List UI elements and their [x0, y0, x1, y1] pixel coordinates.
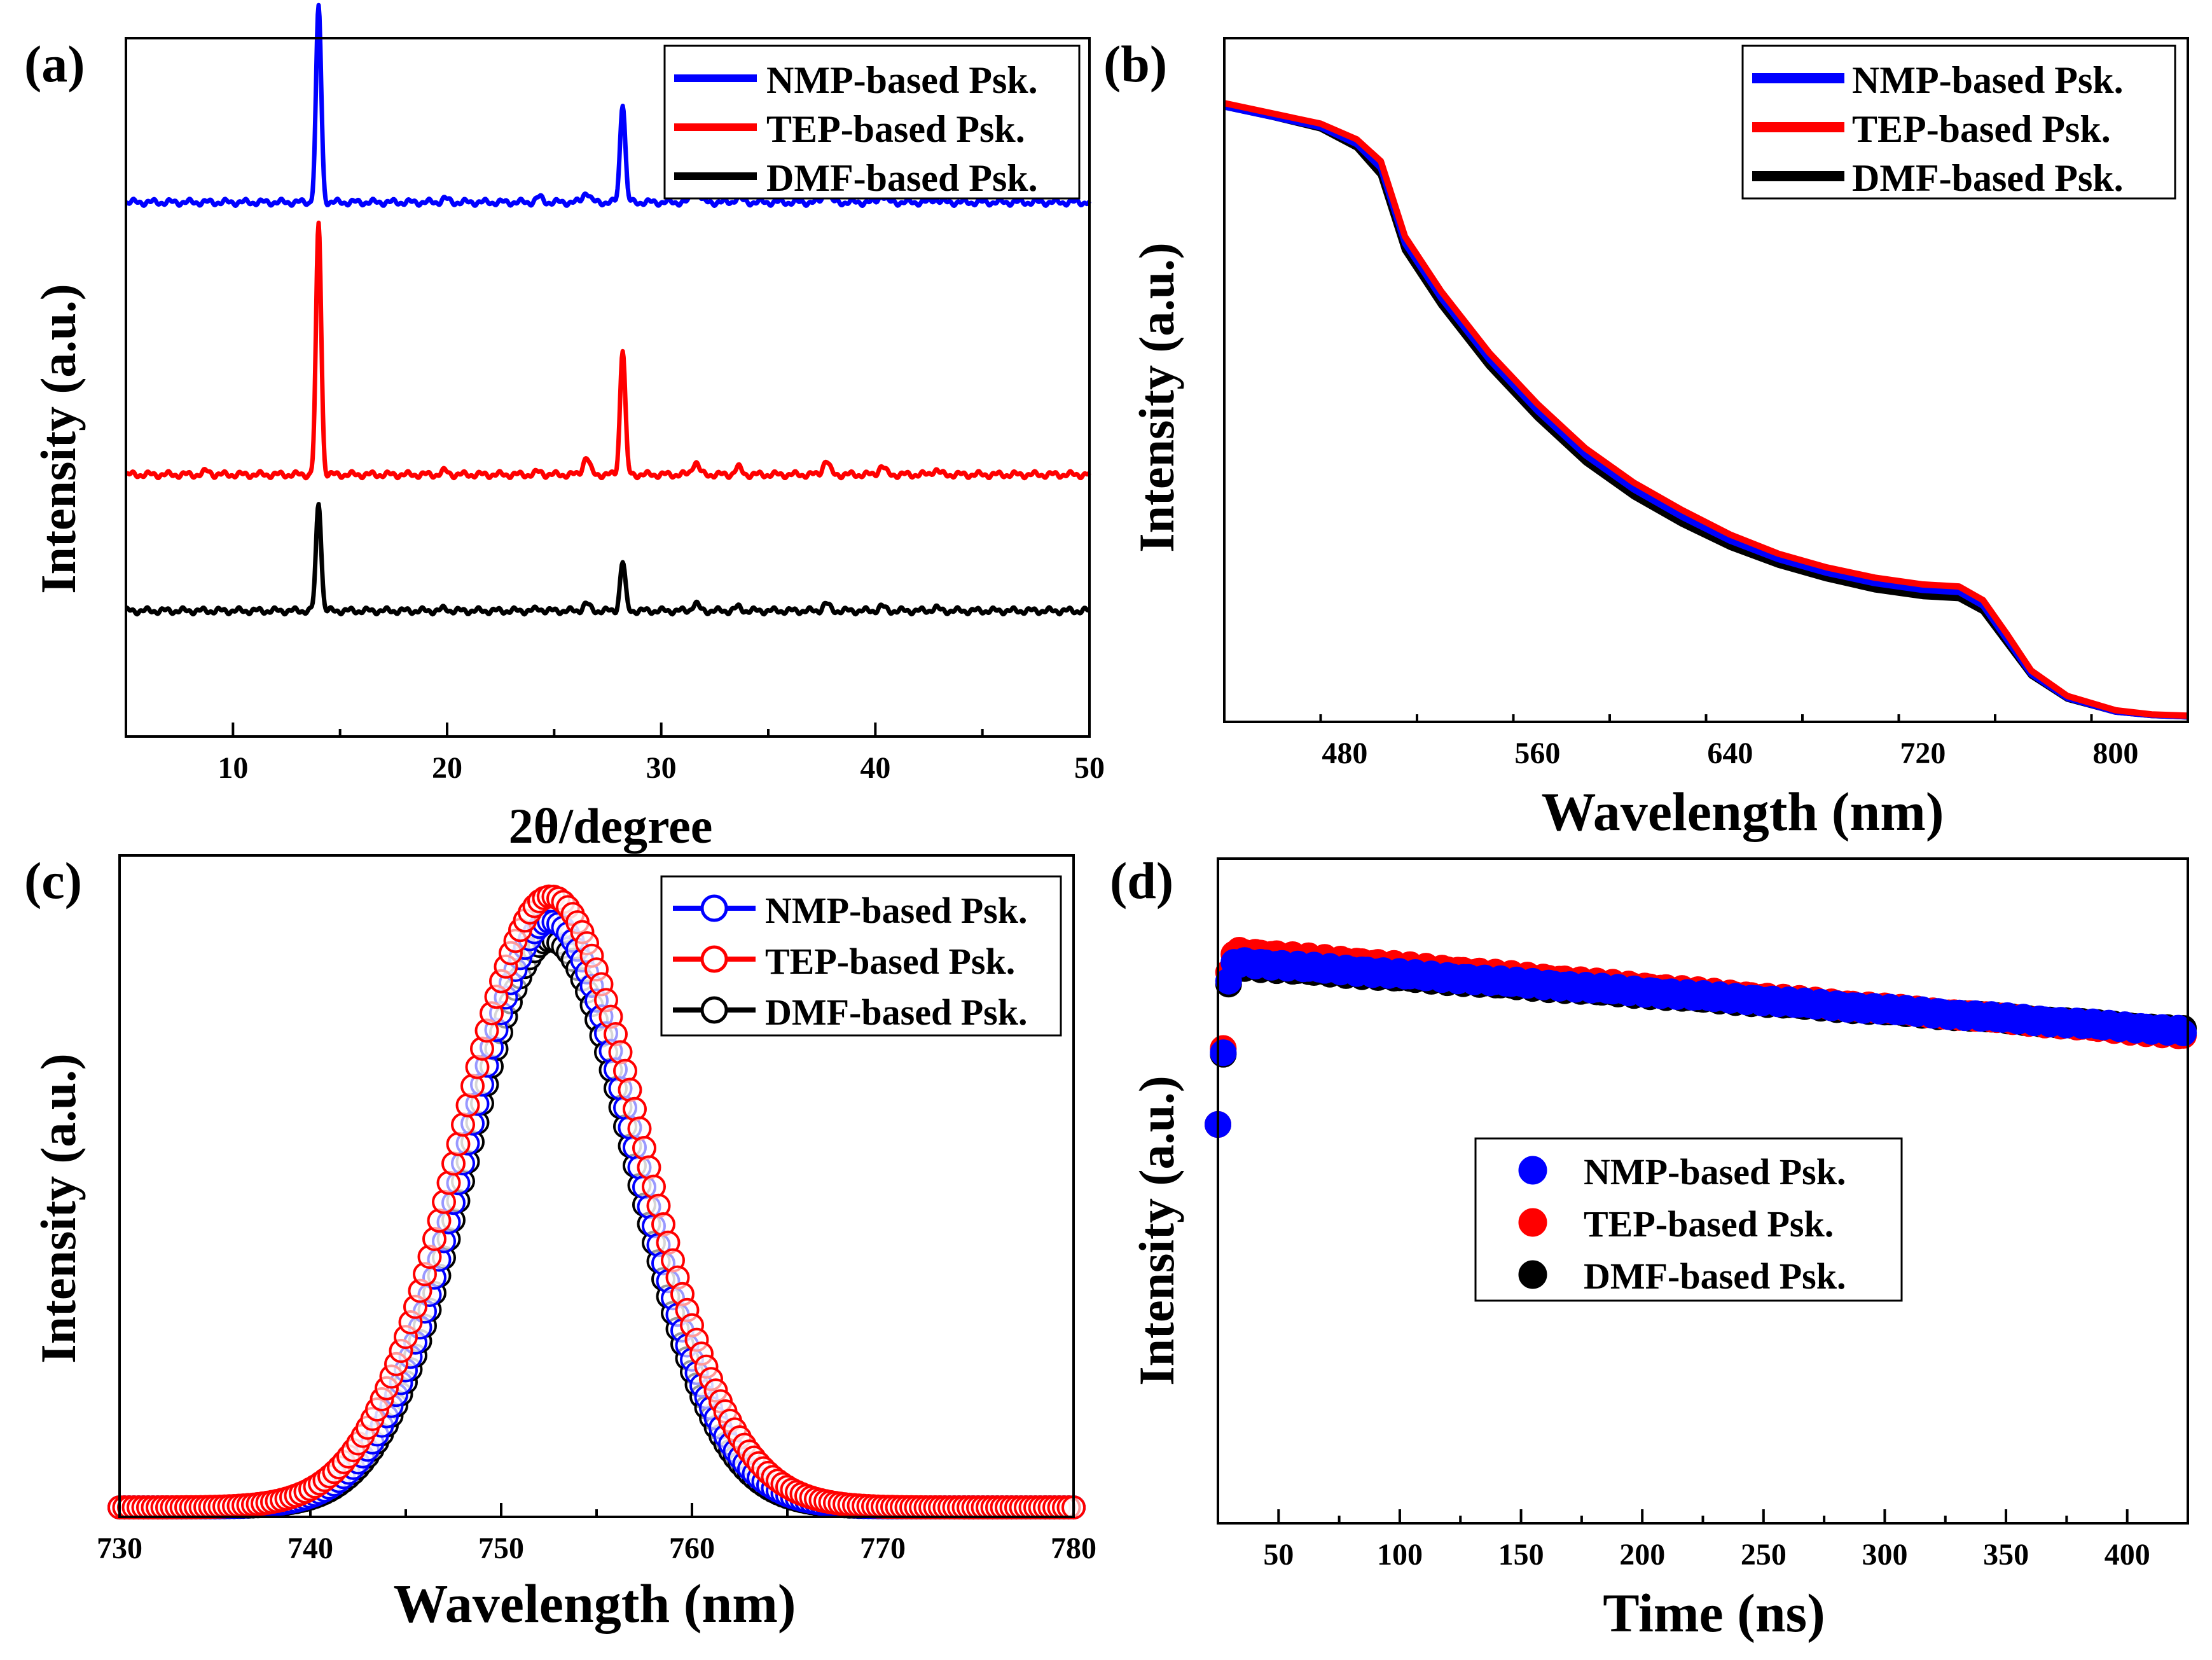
panel-c-xlabel: Wavelength (nm)	[393, 1573, 796, 1634]
panel-c-point	[623, 1096, 647, 1121]
panel-a-xtick-label: 30	[646, 751, 677, 785]
panel-d-legend-swatch-nmp	[1518, 1156, 1547, 1185]
panel-b-xtick-label: 800	[2092, 737, 2138, 770]
panel-b-ylabel: Intensity (a.u.)	[1129, 242, 1184, 553]
panel-a: (a) Intensity (a.u.) 2θ/degree 10 20 30 40 5…	[24, 3, 1105, 854]
panel-c-point	[446, 1131, 471, 1156]
panel-b-plot: 480 560 640 720 800	[1223, 100, 2189, 770]
panel-a-plot: 10 20 30 40 50	[124, 3, 1105, 785]
panel-b-legend-label-dmf: DMF-based Psk.	[1852, 157, 2124, 199]
panel-c-xtick-label: 770	[860, 1532, 906, 1565]
panel-d-xtick-label: 100	[1377, 1538, 1423, 1572]
panel-b-xtick-label: 480	[1322, 737, 1367, 770]
panel-b-legend: NMP-based Psk. TEP-based Psk. DMF-based …	[1741, 45, 2176, 200]
panel-d-ylabel: Intensity (a.u.)	[1129, 1076, 1184, 1386]
panel-c-label: (c)	[24, 852, 82, 910]
panel-b-series-tep	[1223, 100, 2188, 719]
panel-d-xtick-label: 400	[2105, 1538, 2150, 1572]
panel-a-series-dmf	[124, 502, 1091, 617]
panel-b-xtick-label: 560	[1514, 737, 1560, 770]
panel-c-xtick-label: 740	[287, 1532, 333, 1565]
panel-d-point	[1210, 1039, 1237, 1067]
panel-a-xtick-label: 40	[860, 751, 890, 785]
panel-d-xtick-label: 150	[1498, 1538, 1544, 1572]
panel-b-frame	[1223, 37, 2189, 723]
panel-d: (d) Intensity (a.u.) Time (ns) 50 100 150 2…	[1110, 852, 2197, 1643]
panel-a-series-tep	[124, 220, 1091, 481]
panel-a-legend: NMP-based Psk. TEP-based Psk. DMF-based …	[663, 45, 1081, 200]
panel-b-xtick-label: 720	[1900, 737, 1946, 770]
panel-a-xlabel: 2θ/degree	[509, 798, 713, 854]
panel-c: (c) Intensity (a.u.) Wavelength (nm) 730…	[24, 852, 1096, 1634]
panel-d-xtick-label: 350	[1983, 1538, 2029, 1572]
panel-c-xtick-label: 750	[478, 1532, 524, 1565]
panel-c-legend-label-tep: TEP-based Psk.	[765, 941, 1015, 982]
panel-c-legend: NMP-based Psk. TEP-based Psk. DMF-based …	[660, 875, 1062, 1037]
panel-b-legend-label-tep: TEP-based Psk.	[1852, 108, 2111, 150]
panel-b-label: (b)	[1103, 35, 1167, 93]
panel-a-legend-label-tep: TEP-based Psk.	[766, 108, 1025, 150]
panel-c-legend-label-dmf: DMF-based Psk.	[765, 992, 1027, 1033]
panel-d-legend-label-tep: TEP-based Psk.	[1584, 1203, 1834, 1245]
panel-d-legend-label-dmf: DMF-based Psk.	[1584, 1255, 1846, 1297]
panel-d-label: (d)	[1110, 852, 1173, 910]
panel-d-series-nmp	[1205, 947, 2197, 1138]
panel-b-xtick-label: 640	[1707, 737, 1753, 770]
panel-c-point	[632, 1136, 656, 1160]
panel-d-xtick-label: 200	[1619, 1538, 1665, 1572]
panel-c-legend-swatch-tep	[700, 945, 728, 973]
panel-c-xtick-label: 730	[97, 1532, 142, 1565]
panel-b-xlabel: Wavelength (nm)	[1541, 781, 1944, 842]
panel-c-point	[627, 1116, 652, 1141]
panel-c-ylabel: Intensity (a.u.)	[31, 1053, 86, 1364]
panel-d-xtick-label: 50	[1263, 1538, 1294, 1572]
panel-a-xtick-label: 50	[1074, 751, 1105, 785]
panel-d-point	[2170, 1020, 2197, 1046]
panel-b: (b) Intensity (a.u.) Wavelength (nm) 480…	[1103, 35, 2189, 842]
panel-d-legend-swatch-dmf	[1518, 1260, 1547, 1289]
panel-c-point	[451, 1112, 475, 1137]
panel-a-legend-label-nmp: NMP-based Psk.	[766, 59, 1038, 101]
panel-d-xlabel: Time (ns)	[1603, 1582, 1825, 1643]
panel-d-xtick-label: 300	[1862, 1538, 1907, 1572]
panel-c-point	[441, 1151, 466, 1176]
panel-a-label: (a)	[24, 35, 85, 93]
panel-a-xtick-label: 10	[218, 751, 248, 785]
panel-d-legend: NMP-based Psk. TEP-based Psk. DMF-based …	[1474, 1137, 1903, 1302]
panel-d-frame	[1217, 857, 2189, 1525]
panel-a-ylabel: Intensity (a.u.)	[31, 284, 86, 594]
panel-c-legend-label-nmp: NMP-based Psk.	[765, 890, 1027, 931]
panel-c-xtick-label: 780	[1051, 1532, 1096, 1565]
panel-c-legend-swatch-nmp	[700, 894, 728, 922]
panel-b-legend-label-nmp: NMP-based Psk.	[1852, 59, 2124, 101]
panel-a-frame	[125, 37, 1091, 738]
panel-c-frame	[118, 854, 1075, 1518]
panel-d-plot: 50 100 150 200 250 300 350 400	[1205, 937, 2197, 1572]
panel-d-legend-swatch-tep	[1518, 1208, 1547, 1237]
panel-a-xtick-label: 20	[432, 751, 462, 785]
panel-d-legend-label-nmp: NMP-based Psk.	[1584, 1151, 1846, 1193]
panel-c-legend-swatch-dmf	[700, 996, 728, 1024]
panel-d-xtick-label: 250	[1741, 1538, 1787, 1572]
panel-a-legend-label-dmf: DMF-based Psk.	[766, 157, 1038, 199]
panel-c-xtick-label: 760	[669, 1532, 715, 1565]
